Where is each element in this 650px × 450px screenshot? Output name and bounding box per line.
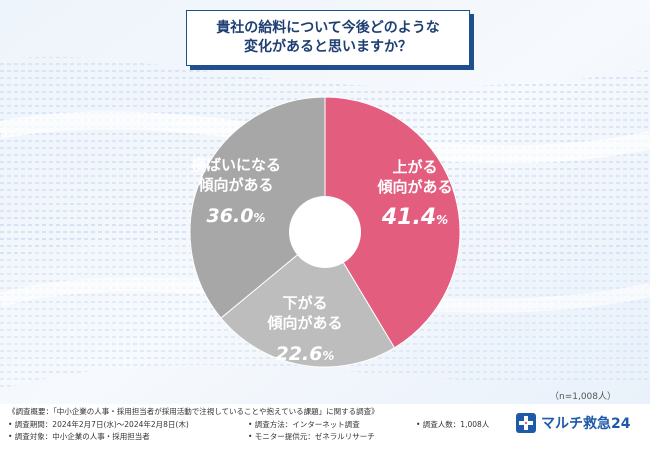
donut-hole xyxy=(289,196,361,268)
survey-method: • 調査方法：インターネット調査 xyxy=(248,420,360,429)
slice-label-line2-1: 傾向がある xyxy=(266,314,342,332)
sample-size-label: （n=1,008人） xyxy=(549,392,616,402)
medical-cross-icon xyxy=(516,413,536,433)
slice-value-0: 41.4% xyxy=(381,205,448,230)
chart-title-line1: 貴社の給料について今後どのような xyxy=(216,20,440,36)
chart-title-line2: 変化があると思いますか？ xyxy=(244,39,412,55)
survey-provider: • モニター提供元：ゼネラルリサーチ xyxy=(248,432,375,441)
survey-target: • 調査対象：中小企業の人事・採用担当者 xyxy=(8,432,150,441)
slice-label-line2-2: 傾向がある xyxy=(197,176,273,194)
slice-label-line2-0: 傾向がある xyxy=(376,178,452,196)
pie-slice-1 xyxy=(220,231,396,368)
slice-label-line1-1: 下がる xyxy=(282,294,327,312)
slice-label-line1-0: 上がる xyxy=(392,158,437,176)
chart-title: 貴社の給料について今後どのような 変化があると思いますか？ xyxy=(186,10,470,66)
slice-value-1: 22.6% xyxy=(276,343,335,365)
slice-value-2: 36.0% xyxy=(207,205,266,227)
survey-footer: 《調査概要：「中小企業の人事・採用担当者が採用活動で注視していることや抱えている… xyxy=(0,404,650,450)
pie-slice-0 xyxy=(324,96,461,349)
brand-logo: マルチ救急24 xyxy=(516,413,630,433)
brand-name: マルチ救急24 xyxy=(541,416,631,432)
survey-overview: 《調査概要：「中小企業の人事・採用担当者が採用活動で注視していることや抱えている… xyxy=(8,407,379,416)
survey-period: • 調査期間：2024年2月7日(水)～2024年2月8日(木) xyxy=(8,420,189,429)
survey-count: • 調査人数：1,008人 xyxy=(416,420,490,429)
pie-slice-2 xyxy=(189,96,326,319)
slice-label-line1-2: 横ばいになる xyxy=(191,156,281,174)
